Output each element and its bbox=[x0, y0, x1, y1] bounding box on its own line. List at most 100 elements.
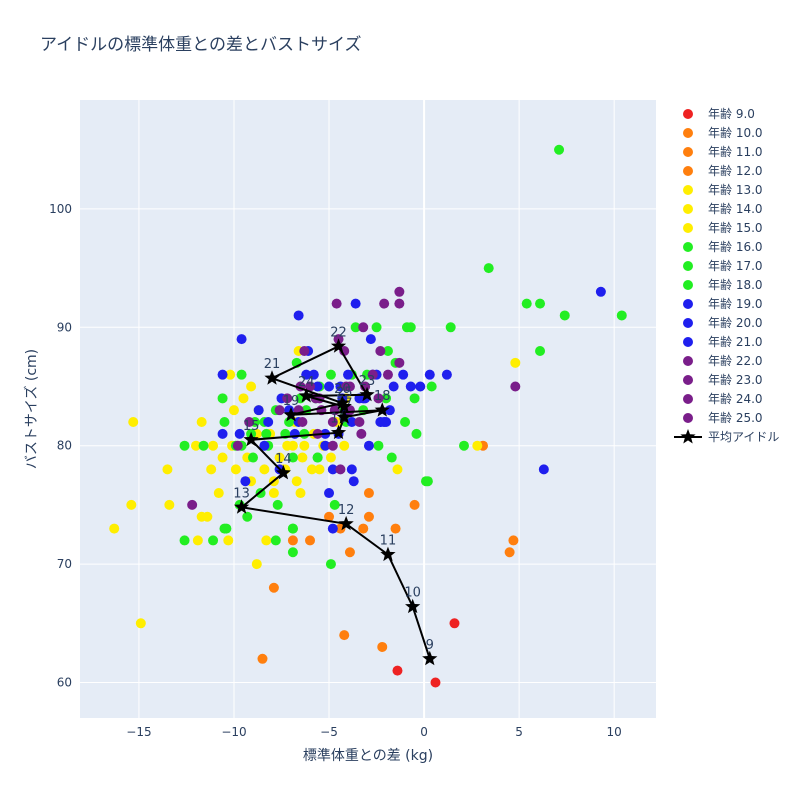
data-point bbox=[381, 393, 392, 404]
x-tick-label: −10 bbox=[221, 725, 246, 739]
average-age-label: 21 bbox=[264, 357, 281, 372]
y-axis-ticks: 60 70 80 90 100 bbox=[49, 202, 72, 690]
legend-marker bbox=[683, 394, 693, 404]
data-point bbox=[202, 511, 213, 522]
average-idol-trace: 910111213141516171819202122232425 bbox=[233, 325, 438, 666]
data-point bbox=[424, 369, 435, 380]
data-point bbox=[284, 417, 295, 428]
data-point bbox=[287, 535, 298, 546]
legend-entry: 平均アイドル bbox=[708, 430, 779, 444]
data-point bbox=[386, 452, 397, 463]
data-point bbox=[392, 464, 403, 475]
data-point bbox=[238, 393, 249, 404]
data-point bbox=[483, 263, 494, 274]
y-tick-label: 90 bbox=[57, 320, 72, 334]
average-age-label: 9 bbox=[426, 638, 434, 653]
average-star-marker bbox=[359, 386, 375, 402]
average-star-marker bbox=[330, 424, 347, 440]
legend-entry: 年齢 9.0 bbox=[708, 106, 755, 121]
data-point bbox=[363, 440, 374, 451]
average-age-label: 18 bbox=[374, 389, 391, 404]
data-point bbox=[312, 381, 323, 392]
data-point bbox=[299, 440, 310, 451]
data-point bbox=[521, 298, 532, 309]
data-point bbox=[358, 322, 369, 333]
average-star-marker bbox=[330, 338, 347, 353]
data-point bbox=[430, 677, 441, 688]
data-point bbox=[339, 630, 350, 641]
legend-marker bbox=[683, 375, 693, 385]
average-star-marker bbox=[233, 499, 250, 514]
average-star-marker bbox=[298, 387, 314, 403]
data-point bbox=[282, 393, 293, 404]
average-age-label: 10 bbox=[404, 586, 421, 601]
data-point bbox=[388, 381, 399, 392]
legend-entry: 年齢 10.0 bbox=[708, 125, 763, 140]
data-point bbox=[223, 535, 234, 546]
y-tick-label: 60 bbox=[57, 675, 72, 689]
data-point bbox=[373, 393, 384, 404]
data-point bbox=[312, 452, 323, 463]
legend-entry: 年齢 13.0 bbox=[708, 182, 763, 197]
y-axis-title: バストサイズ (cm) bbox=[24, 349, 40, 469]
average-age-label: 19 bbox=[283, 394, 300, 409]
data-point bbox=[206, 464, 217, 475]
legend-marker bbox=[683, 280, 693, 290]
data-point bbox=[192, 535, 203, 546]
average-age-label: 11 bbox=[380, 534, 397, 549]
data-point bbox=[293, 310, 304, 321]
data-point bbox=[126, 499, 137, 510]
data-point bbox=[535, 345, 546, 356]
average-star-marker bbox=[334, 395, 350, 410]
data-point bbox=[409, 499, 420, 510]
data-point bbox=[314, 464, 325, 475]
data-point bbox=[217, 428, 228, 439]
data-point bbox=[327, 417, 338, 428]
data-point bbox=[268, 582, 279, 593]
data-point bbox=[344, 547, 355, 558]
data-point bbox=[382, 345, 393, 356]
data-point bbox=[411, 428, 422, 439]
data-point bbox=[287, 547, 298, 558]
data-point bbox=[331, 298, 342, 309]
legend-entry: 年齢 25.0 bbox=[708, 410, 763, 425]
average-star-marker bbox=[283, 406, 299, 422]
legend-marker bbox=[683, 261, 693, 271]
data-point bbox=[508, 535, 519, 546]
data-point bbox=[394, 357, 405, 368]
data-point bbox=[217, 369, 228, 380]
data-point bbox=[400, 417, 411, 428]
data-point bbox=[324, 488, 335, 499]
legend-marker bbox=[683, 318, 693, 328]
data-point bbox=[308, 369, 319, 380]
data-point bbox=[270, 535, 281, 546]
data-point bbox=[325, 369, 336, 380]
data-point bbox=[240, 476, 251, 487]
data-point bbox=[371, 322, 382, 333]
average-star-marker bbox=[336, 409, 352, 424]
legend-marker bbox=[683, 413, 693, 423]
data-point bbox=[325, 452, 336, 463]
legend-entry: 年齢 17.0 bbox=[708, 258, 763, 273]
data-point bbox=[274, 452, 285, 463]
data-point bbox=[348, 476, 359, 487]
data-point bbox=[392, 665, 403, 676]
legend-entry: 年齢 21.0 bbox=[708, 334, 763, 349]
x-tick-label: −5 bbox=[320, 725, 338, 739]
legend-marker bbox=[683, 223, 693, 233]
data-point bbox=[405, 381, 416, 392]
data-point bbox=[164, 499, 175, 510]
average-age-label: 14 bbox=[275, 452, 292, 467]
data-point bbox=[538, 464, 549, 475]
data-point bbox=[426, 381, 437, 392]
x-axis-title: 標準体重との差 (kg) bbox=[303, 748, 433, 764]
data-point bbox=[382, 369, 393, 380]
legend-entry: 年齢 14.0 bbox=[708, 201, 763, 216]
scatter-points bbox=[109, 144, 627, 688]
data-point bbox=[379, 298, 390, 309]
data-point bbox=[445, 322, 456, 333]
data-point bbox=[261, 428, 272, 439]
legend-entry: 年齢 19.0 bbox=[708, 296, 763, 311]
data-point bbox=[244, 417, 255, 428]
